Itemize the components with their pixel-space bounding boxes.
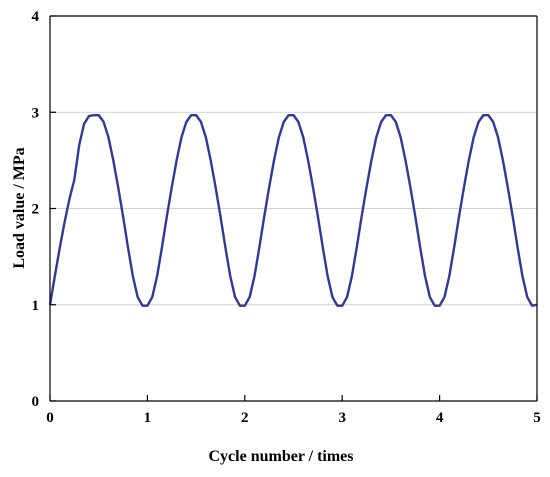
axes — [49, 15, 538, 402]
x-tick-label-3: 3 — [338, 410, 346, 426]
x-tick-label-4: 4 — [436, 410, 444, 426]
series-line-0 — [48, 113, 538, 307]
x-tick-label-2: 2 — [241, 410, 249, 426]
series-layer — [48, 113, 538, 307]
x-tick-label-1: 1 — [144, 410, 152, 426]
x-tick-label-0: 0 — [46, 410, 54, 426]
tick-labels: 0 1 2 3 4 5 0 1 2 3 4 — [32, 9, 541, 426]
gridlines — [50, 111, 537, 306]
y-axis-title: Load value / MPa — [11, 147, 28, 268]
y-tick-label-0: 0 — [32, 394, 40, 410]
y-tick-label-4: 4 — [32, 9, 40, 25]
y-tick-label-2: 2 — [32, 202, 40, 218]
x-tick-label-5: 5 — [533, 410, 541, 426]
x-axis-title: Cycle number / times — [208, 448, 353, 465]
y-tick-label-3: 3 — [32, 105, 40, 121]
y-tick-label-1: 1 — [32, 298, 40, 314]
